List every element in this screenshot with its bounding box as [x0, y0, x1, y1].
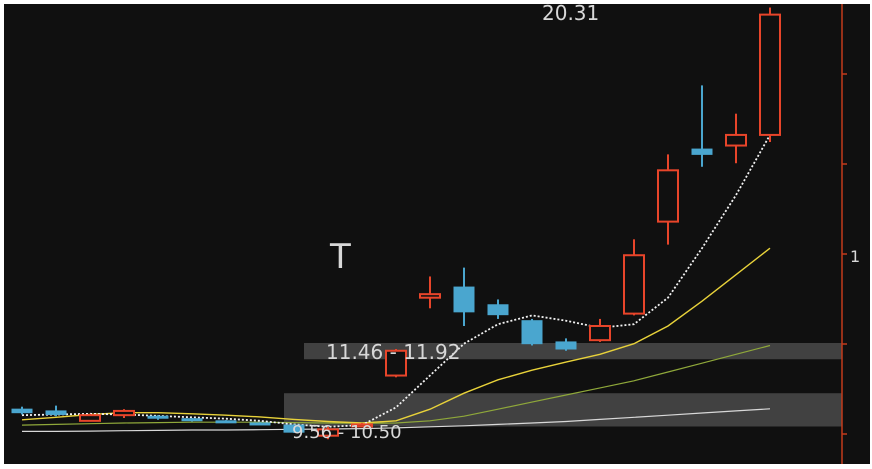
candle-body-up — [385, 349, 407, 377]
candle-2 — [79, 413, 101, 422]
candle-5 — [181, 418, 203, 422]
candle-4 — [147, 415, 169, 420]
candle-14 — [487, 299, 509, 319]
candle-body-down — [555, 341, 577, 350]
ma-long-line — [21, 344, 771, 426]
candle-body-down — [453, 286, 475, 313]
candle-body-up — [351, 423, 373, 428]
candle-body-up — [657, 169, 679, 223]
candle-6 — [215, 420, 237, 424]
candle-15 — [521, 318, 543, 346]
candle-body-up — [79, 414, 101, 422]
candle-21 — [725, 113, 747, 164]
candles — [11, 7, 781, 440]
candle-body-down — [249, 422, 271, 426]
annotations: 11.46 - 11.92 9.56 - 10.50 20.31 T 1 — [292, 4, 860, 443]
candle-body-down — [487, 304, 509, 316]
moving-averages — [21, 134, 771, 432]
candlestick-chart: 11.46 - 11.92 9.56 - 10.50 20.31 T 1 — [4, 4, 870, 464]
candle-body-up — [113, 409, 135, 417]
ma-mid-line — [21, 247, 771, 424]
candle-1 — [45, 405, 67, 417]
candle-16 — [555, 338, 577, 351]
candle-0 — [11, 406, 33, 415]
candle-7 — [249, 422, 271, 426]
candle-body-down — [45, 410, 67, 415]
chart-canvas: 11.46 - 11.92 9.56 - 10.50 20.31 T 1 — [11, 4, 860, 464]
candle-body-down — [283, 424, 305, 433]
candle-body-up — [623, 254, 645, 315]
candle-body-down — [181, 418, 203, 422]
band-label-upper: 11.46 - 11.92 — [326, 340, 460, 364]
axis-tick-label: 1 — [850, 247, 860, 266]
candle-body-up — [317, 428, 339, 437]
candle-20 — [691, 85, 713, 167]
candle-19 — [657, 154, 679, 245]
candle-body-up — [759, 13, 781, 136]
band-label-lower: 9.56 - 10.50 — [292, 422, 402, 443]
candle-body-down — [521, 320, 543, 345]
candle-9 — [317, 426, 339, 440]
candle-22 — [759, 7, 781, 142]
candle-8 — [283, 424, 305, 433]
candle-17 — [589, 318, 611, 342]
candle-body-up — [589, 325, 611, 342]
candle-11 — [385, 349, 407, 378]
t-marker-label: T — [329, 237, 351, 277]
candle-body-down — [691, 148, 713, 155]
high-price-label: 20.31 — [542, 4, 599, 25]
candle-3 — [113, 409, 135, 418]
candle-10 — [351, 422, 373, 428]
candle-18 — [623, 239, 645, 316]
candle-12 — [419, 276, 441, 309]
candle-body-up — [419, 293, 441, 299]
price-axis — [841, 4, 847, 464]
candle-body-up — [725, 133, 747, 147]
candle-13 — [453, 267, 475, 326]
price-band-0 — [304, 342, 842, 360]
candle-body-down — [147, 415, 169, 419]
ma-short-line — [21, 134, 771, 428]
candle-body-down — [215, 420, 237, 424]
candle-body-down — [11, 408, 33, 414]
ma-longest-line — [22, 408, 771, 432]
